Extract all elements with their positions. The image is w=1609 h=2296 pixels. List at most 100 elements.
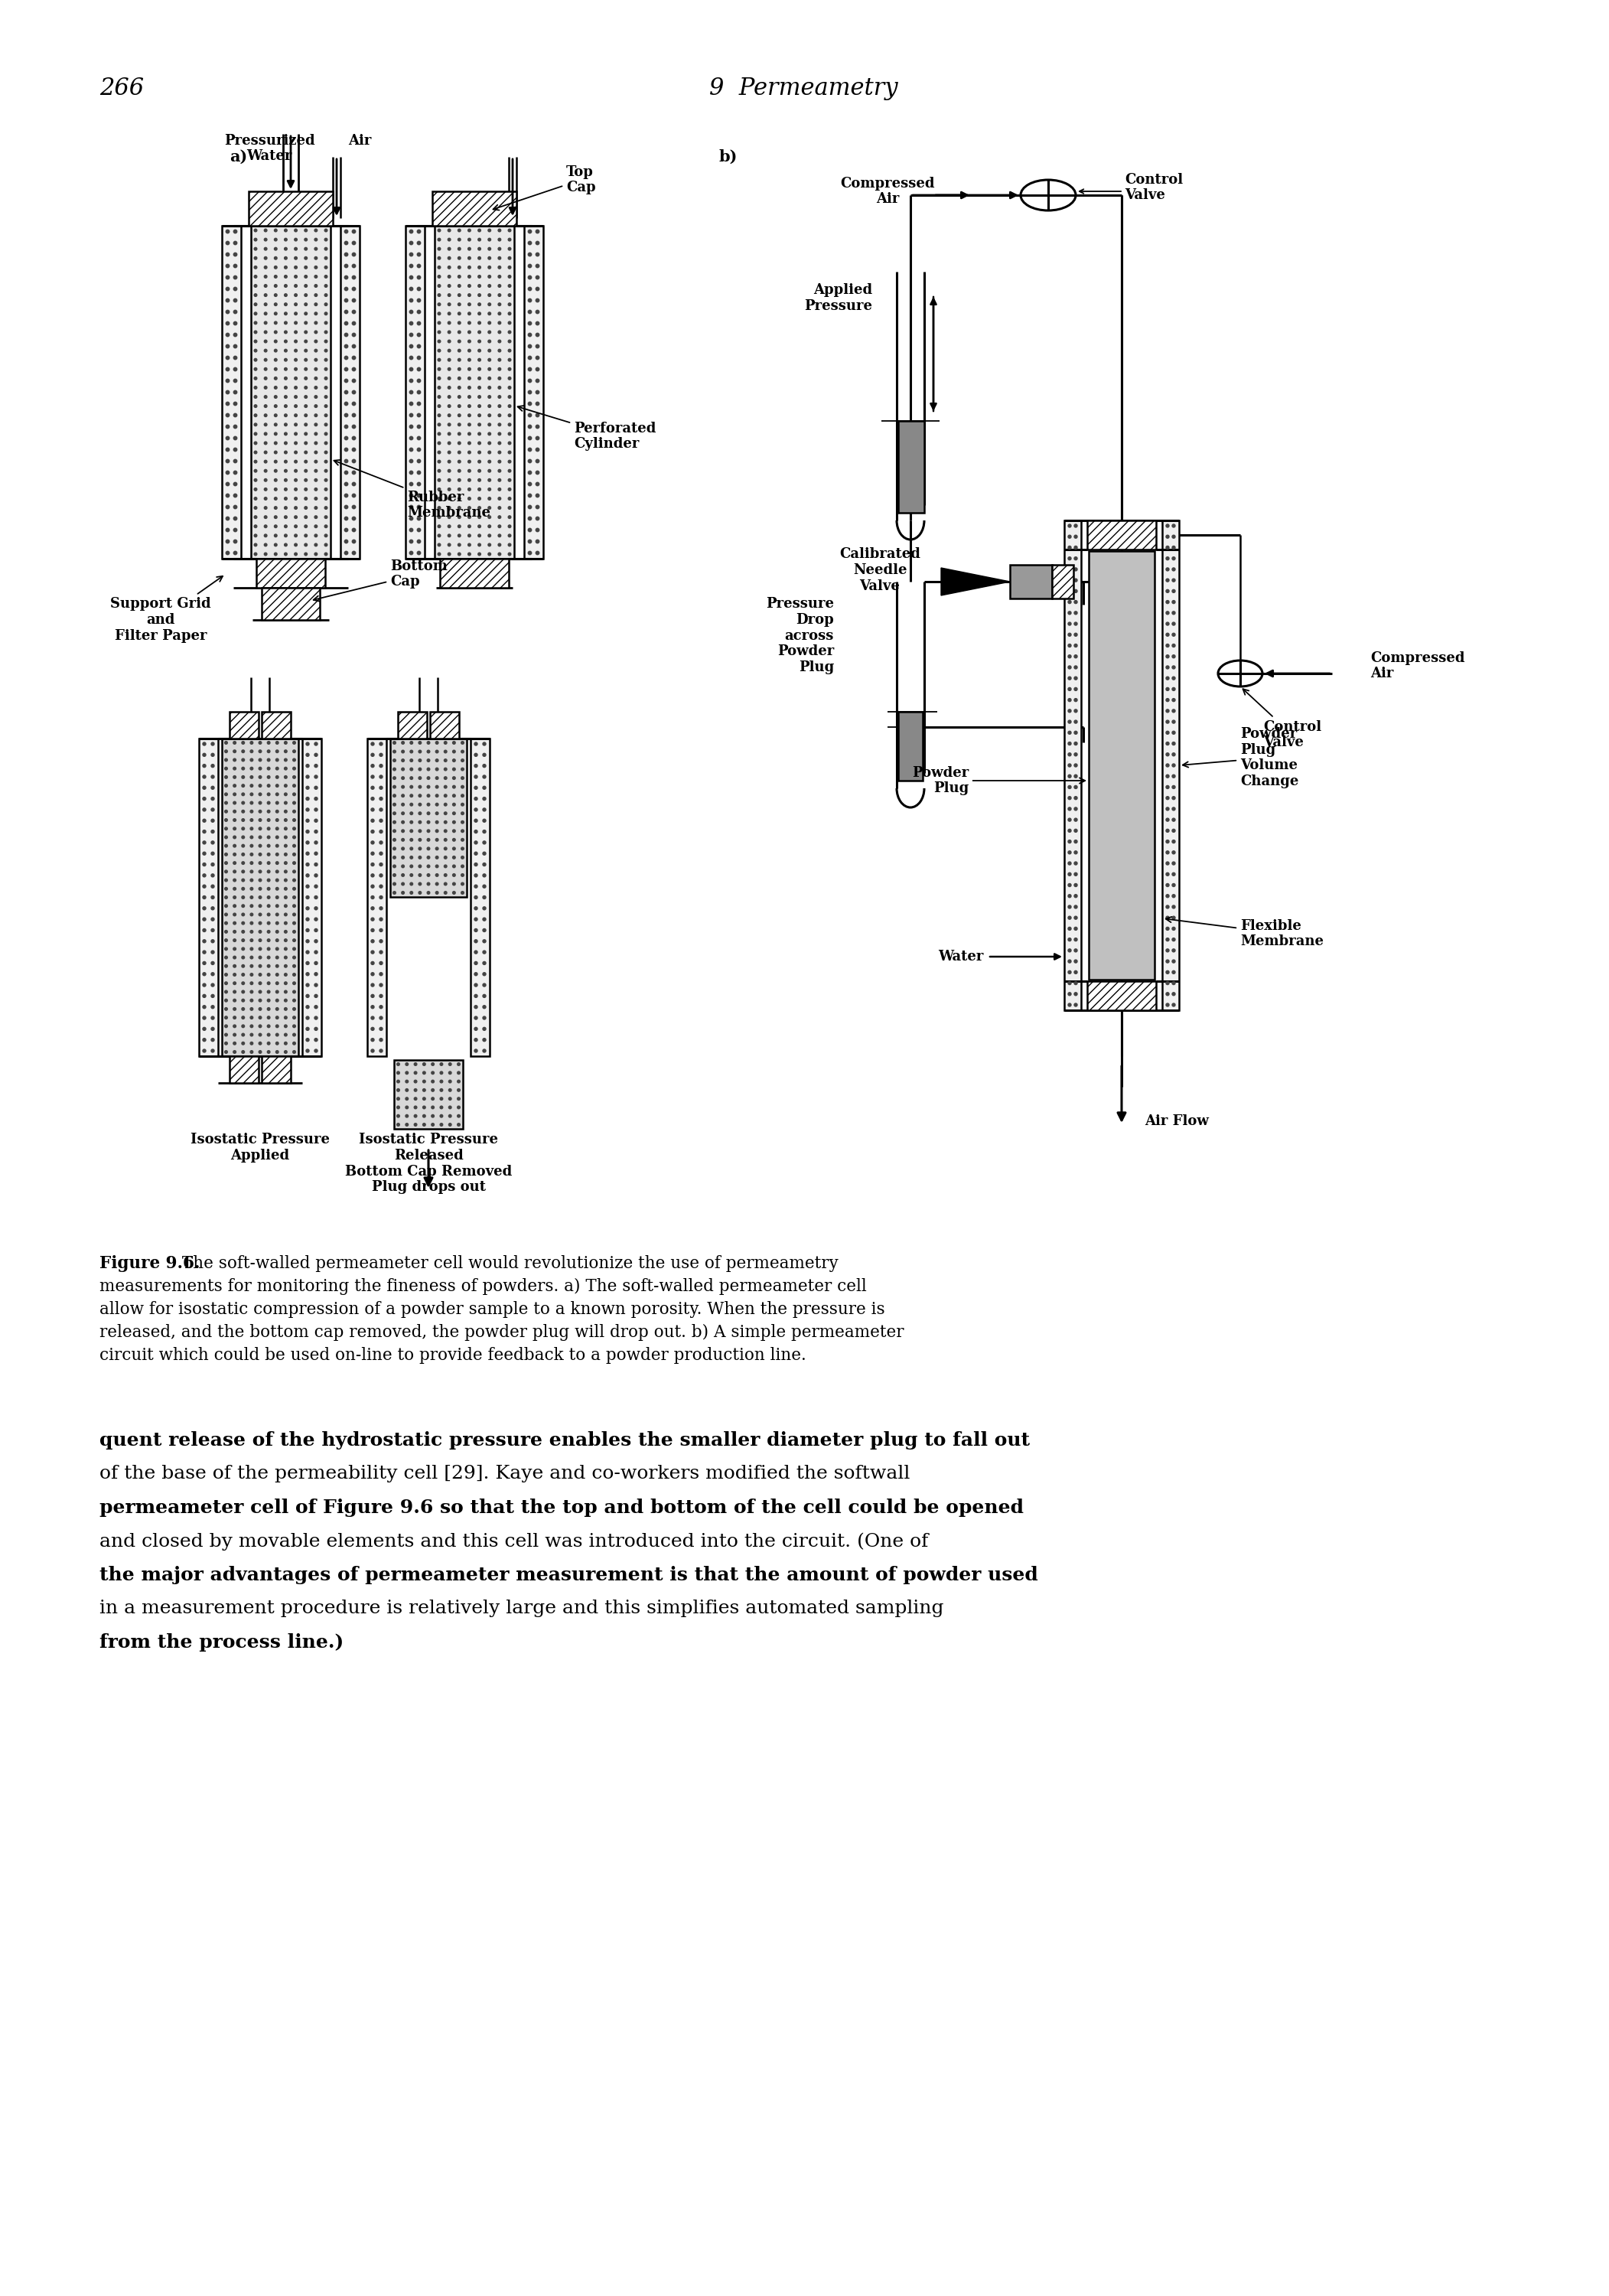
- Circle shape: [475, 928, 478, 932]
- Circle shape: [438, 276, 441, 278]
- Circle shape: [294, 239, 298, 241]
- Circle shape: [251, 836, 253, 838]
- Circle shape: [1075, 698, 1078, 703]
- Circle shape: [1075, 579, 1078, 581]
- Circle shape: [1075, 852, 1078, 854]
- Circle shape: [488, 312, 491, 315]
- Circle shape: [508, 553, 512, 556]
- Circle shape: [1171, 960, 1175, 962]
- Circle shape: [452, 891, 455, 893]
- Circle shape: [459, 517, 460, 519]
- Ellipse shape: [1020, 179, 1076, 211]
- Circle shape: [1075, 654, 1078, 659]
- Circle shape: [478, 526, 481, 528]
- Circle shape: [294, 340, 298, 342]
- Circle shape: [468, 349, 471, 351]
- Circle shape: [410, 356, 414, 360]
- Circle shape: [254, 349, 257, 351]
- Circle shape: [306, 951, 309, 953]
- Circle shape: [285, 792, 286, 797]
- Circle shape: [483, 1026, 486, 1031]
- Circle shape: [314, 489, 317, 491]
- Bar: [898, 712, 922, 781]
- Circle shape: [475, 1049, 478, 1052]
- Circle shape: [352, 253, 356, 257]
- Circle shape: [285, 776, 286, 778]
- Circle shape: [285, 921, 286, 925]
- Circle shape: [483, 994, 486, 996]
- Circle shape: [499, 276, 500, 278]
- Circle shape: [393, 742, 396, 744]
- Circle shape: [306, 765, 309, 767]
- Circle shape: [1068, 852, 1072, 854]
- Circle shape: [1068, 742, 1072, 746]
- Circle shape: [314, 312, 317, 315]
- Circle shape: [275, 836, 278, 838]
- Circle shape: [483, 875, 486, 877]
- Bar: [394, 1061, 463, 1130]
- Circle shape: [233, 505, 237, 510]
- Circle shape: [352, 482, 356, 487]
- Circle shape: [344, 494, 348, 498]
- Circle shape: [267, 905, 270, 907]
- Circle shape: [1068, 677, 1072, 680]
- Circle shape: [314, 266, 317, 269]
- Circle shape: [418, 820, 422, 824]
- Circle shape: [475, 875, 478, 877]
- Circle shape: [402, 813, 404, 815]
- Circle shape: [475, 994, 478, 996]
- Circle shape: [499, 517, 500, 519]
- Circle shape: [462, 829, 463, 833]
- Circle shape: [380, 974, 383, 976]
- Circle shape: [314, 994, 317, 996]
- Circle shape: [1167, 808, 1170, 810]
- Circle shape: [251, 974, 253, 976]
- Circle shape: [447, 294, 451, 296]
- Circle shape: [528, 230, 531, 234]
- Circle shape: [452, 804, 455, 806]
- Circle shape: [468, 489, 471, 491]
- Circle shape: [439, 1063, 442, 1065]
- Circle shape: [478, 266, 481, 269]
- Circle shape: [536, 321, 539, 326]
- Circle shape: [536, 517, 539, 521]
- Circle shape: [211, 1049, 214, 1052]
- Circle shape: [1171, 861, 1175, 866]
- Circle shape: [267, 836, 270, 838]
- Circle shape: [1171, 579, 1175, 581]
- Circle shape: [447, 349, 451, 351]
- Text: Pressurized: Pressurized: [224, 133, 315, 147]
- Circle shape: [294, 413, 298, 418]
- Circle shape: [459, 358, 460, 360]
- Circle shape: [306, 1038, 309, 1042]
- Circle shape: [344, 517, 348, 521]
- Circle shape: [483, 907, 486, 909]
- Circle shape: [225, 367, 230, 372]
- Text: Pressure
Drop
across
Powder
Plug: Pressure Drop across Powder Plug: [766, 597, 833, 675]
- Circle shape: [475, 820, 478, 822]
- Circle shape: [325, 507, 327, 510]
- Circle shape: [478, 441, 481, 445]
- Circle shape: [225, 974, 227, 976]
- Circle shape: [211, 1038, 214, 1042]
- Circle shape: [259, 1052, 262, 1054]
- Circle shape: [275, 930, 278, 932]
- Circle shape: [457, 1063, 460, 1065]
- Circle shape: [285, 321, 286, 324]
- Circle shape: [417, 379, 420, 383]
- Circle shape: [306, 1026, 309, 1031]
- Circle shape: [468, 441, 471, 445]
- Circle shape: [447, 507, 451, 510]
- Circle shape: [203, 1049, 206, 1052]
- Circle shape: [447, 386, 451, 388]
- Circle shape: [475, 1017, 478, 1019]
- Circle shape: [251, 955, 253, 960]
- Circle shape: [402, 856, 404, 859]
- Circle shape: [410, 847, 414, 850]
- Circle shape: [499, 312, 500, 315]
- Circle shape: [203, 918, 206, 921]
- Circle shape: [274, 349, 277, 351]
- Circle shape: [508, 441, 512, 445]
- Circle shape: [402, 882, 404, 886]
- Circle shape: [251, 930, 253, 932]
